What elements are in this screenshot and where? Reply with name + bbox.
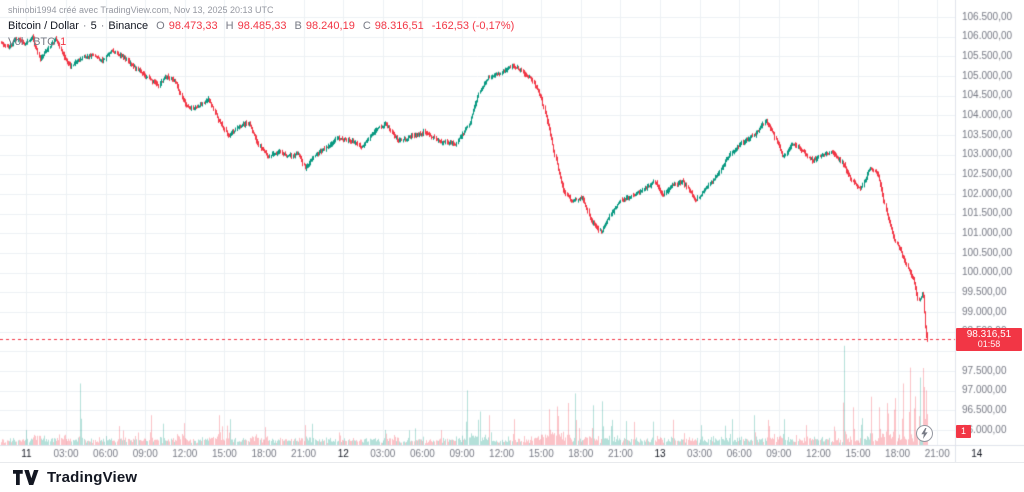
price-chart-canvas[interactable]: [0, 0, 1024, 462]
close-value: 98.316,51: [374, 20, 424, 32]
instant-trading-button[interactable]: [916, 425, 933, 442]
symbol-header[interactable]: Bitcoin / Dollar · 5 · Binance O 98.473,…: [8, 20, 514, 32]
high-value: 98.485,33: [237, 20, 287, 32]
exchange-name: Binance: [108, 20, 149, 32]
separator: ·: [100, 20, 105, 32]
tradingview-link[interactable]: TradingView: [13, 469, 137, 486]
interval-value: 5: [90, 20, 97, 32]
open-label: O: [156, 20, 165, 32]
low-label: B: [294, 20, 302, 32]
price-axis[interactable]: [955, 0, 1024, 445]
last-price-badge: 98.316,51 01:58: [956, 327, 1022, 351]
change-value: -162,53 (-0,17%): [431, 20, 515, 32]
separator: ·: [82, 20, 87, 32]
time-axis[interactable]: [0, 445, 1024, 462]
tradingview-logo: [13, 470, 39, 485]
footer-bar: TradingView: [0, 462, 1024, 492]
volume-axis-badge: 1: [956, 425, 972, 438]
snapshot-watermark: shinobi1994 créé avec TradingView.com, N…: [8, 5, 274, 15]
lightning-icon: [921, 428, 928, 439]
volume-label: Vol · BTC: [8, 36, 56, 48]
symbol-name: Bitcoin / Dollar: [8, 20, 79, 32]
open-value: 98.473,33: [168, 20, 218, 32]
volume-value: 1: [60, 36, 67, 48]
volume-study-legend[interactable]: Vol · BTC 1: [8, 36, 66, 48]
close-label: C: [362, 20, 371, 32]
low-value: 98.240,19: [305, 20, 355, 32]
high-label: H: [225, 20, 234, 32]
bar-countdown: 01:58: [977, 338, 1001, 349]
brand-name: TradingView: [47, 469, 138, 486]
last-price-value: 98.316,51: [966, 328, 1012, 340]
